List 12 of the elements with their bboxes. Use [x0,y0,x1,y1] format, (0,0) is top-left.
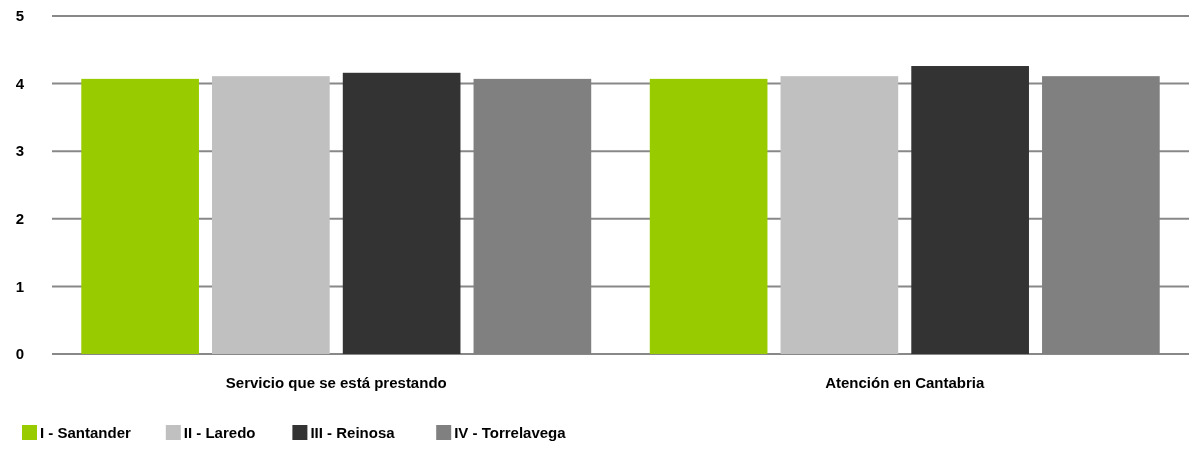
x-tick-label: Atención en Cantabria [825,374,985,391]
y-tick-label: 4 [15,74,25,92]
legend-label: IV - Torrelavega [454,424,567,442]
y-tick-label: 5 [15,7,25,25]
y-tick-label: 0 [15,345,25,363]
legend-label: III - Reinosa [310,424,396,442]
y-tick-label: 3 [15,142,25,160]
y-tick-label: 2 [15,210,25,228]
legend-label: I - Santander [40,424,132,442]
y-tick-label: 1 [15,277,25,295]
legend-label: II - Laredo [183,424,256,442]
x-tick-label: Servicio que se está prestando [225,374,447,391]
